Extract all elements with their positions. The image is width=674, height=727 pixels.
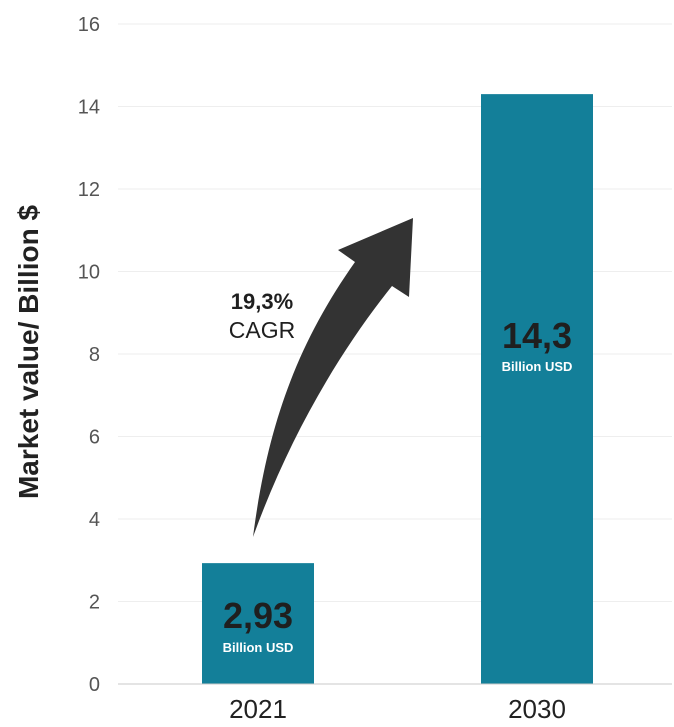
y-tick-label: 2 <box>89 592 100 614</box>
y-tick-label: 6 <box>89 427 100 449</box>
bar-unit-label: Billion USD <box>223 640 294 655</box>
growth-arrow-icon <box>253 218 413 537</box>
y-axis-title: Market value/ Billion $ <box>13 205 44 500</box>
y-tick-label: 16 <box>78 14 100 36</box>
y-tick-label: 12 <box>78 179 100 201</box>
x-tick-label: 2030 <box>508 694 566 722</box>
cagr-label: CAGR <box>229 317 295 343</box>
x-tick-labels: 2021 2030 <box>229 694 566 724</box>
y-tick-label: 10 <box>78 262 100 284</box>
bar-2021 <box>202 563 314 684</box>
bar-unit-label: Billion USD <box>502 359 573 374</box>
y-tick-label: 8 <box>89 344 100 366</box>
y-tick-label: 14 <box>78 97 100 119</box>
y-tick-label: 0 <box>89 674 100 696</box>
cagr-value: 19,3% <box>231 289 293 314</box>
bars: 2,93 Billion USD 14,3 Billion USD <box>202 94 593 684</box>
y-tick-labels: 0 2 4 6 8 10 12 14 16 <box>78 14 100 696</box>
y-tick-label: 4 <box>89 509 100 531</box>
bar-2030 <box>481 94 593 684</box>
x-tick-label: 2021 <box>229 694 287 722</box>
bar-value-label: 2,93 <box>223 595 293 636</box>
bar-value-label: 14,3 <box>502 315 572 356</box>
